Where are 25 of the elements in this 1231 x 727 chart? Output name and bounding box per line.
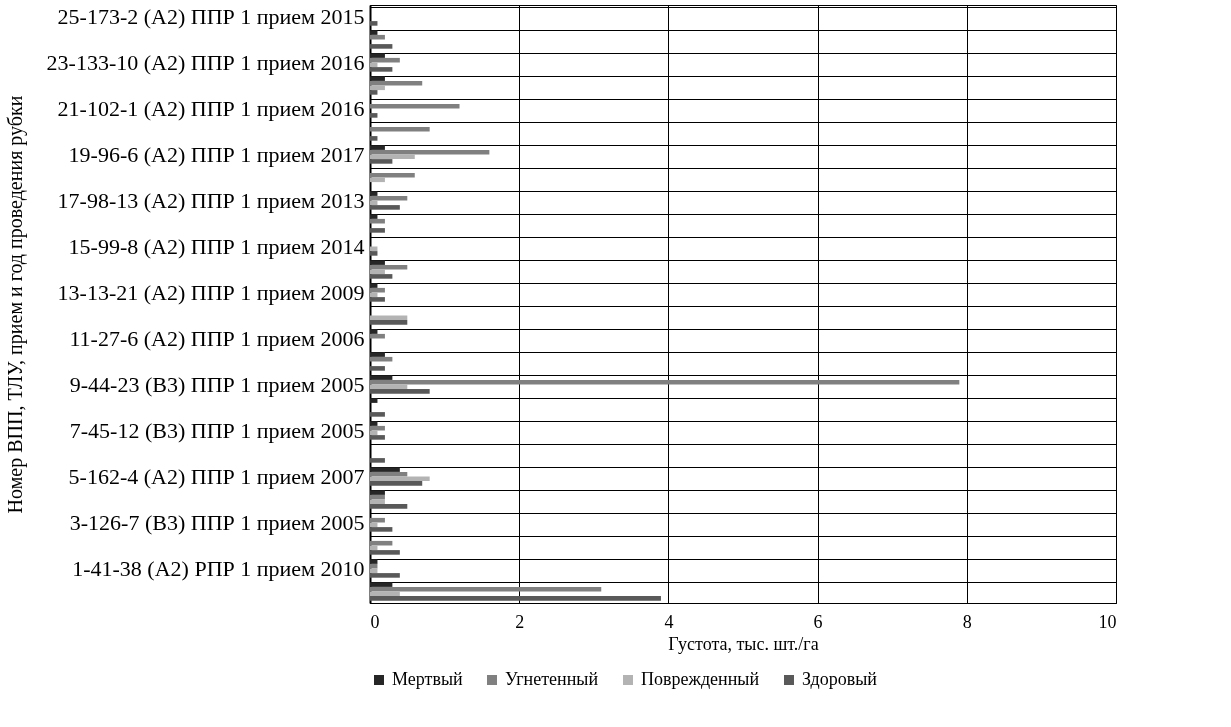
x-tick-label: 10 [1098,611,1117,632]
y-tick-label: 19-96-6 (А2) ППР 1 прием 2017 [68,141,365,167]
y-tick-label: 13-13-21 (А2) ППР 1 прием 2009 [57,279,365,305]
x-tick-label: 0 [370,611,380,632]
y-tick-label: 21-102-1 (А2) ППР 1 прием 2016 [57,95,365,121]
y-tick-label: 7-45-12 (В3) ППР 1 прием 2005 [69,417,365,443]
y-tick-label: 11-27-6 (А2) ППР 1 прием 2006 [69,325,365,351]
x-tick-label: 8 [962,611,972,632]
y-tick-label: 5-162-4 (А2) ППР 1 прием 2007 [68,463,365,489]
legend-label: Поврежденный [641,669,760,689]
y-tick-label: 25-173-2 (А2) ППР 1 прием 2015 [57,3,365,29]
legend-label: Здоровый [802,669,878,689]
x-tick-label: 4 [664,611,674,632]
y-tick-label: 9-44-23 (В3) ППР 1 прием 2005 [69,371,365,397]
y-axis-title: Номер ВПП, ТЛУ, прием и год проведения рубки [3,95,27,514]
x-axis-title: Густота, тыс. шт./га [668,633,819,654]
x-tick-label: 6 [813,611,823,632]
y-tick-label: 23-133-10 (А2) ППР 1 прием 2016 [46,49,365,75]
y-tick-label: 17-98-13 (А2) ППР 1 прием 2013 [57,187,365,213]
legend-label: Угнетенный [505,669,599,689]
y-tick-label: 3-126-7 (В3) ППР 1 прием 2005 [69,509,365,535]
x-tick-label: 2 [515,611,525,632]
y-tick-label: 15-99-8 (А2) ППР 1 прием 2014 [68,233,365,259]
y-tick-label: 1-41-38 (А2) РПР 1 прием 2010 [72,555,365,581]
legend-label: Мертвый [392,669,463,689]
